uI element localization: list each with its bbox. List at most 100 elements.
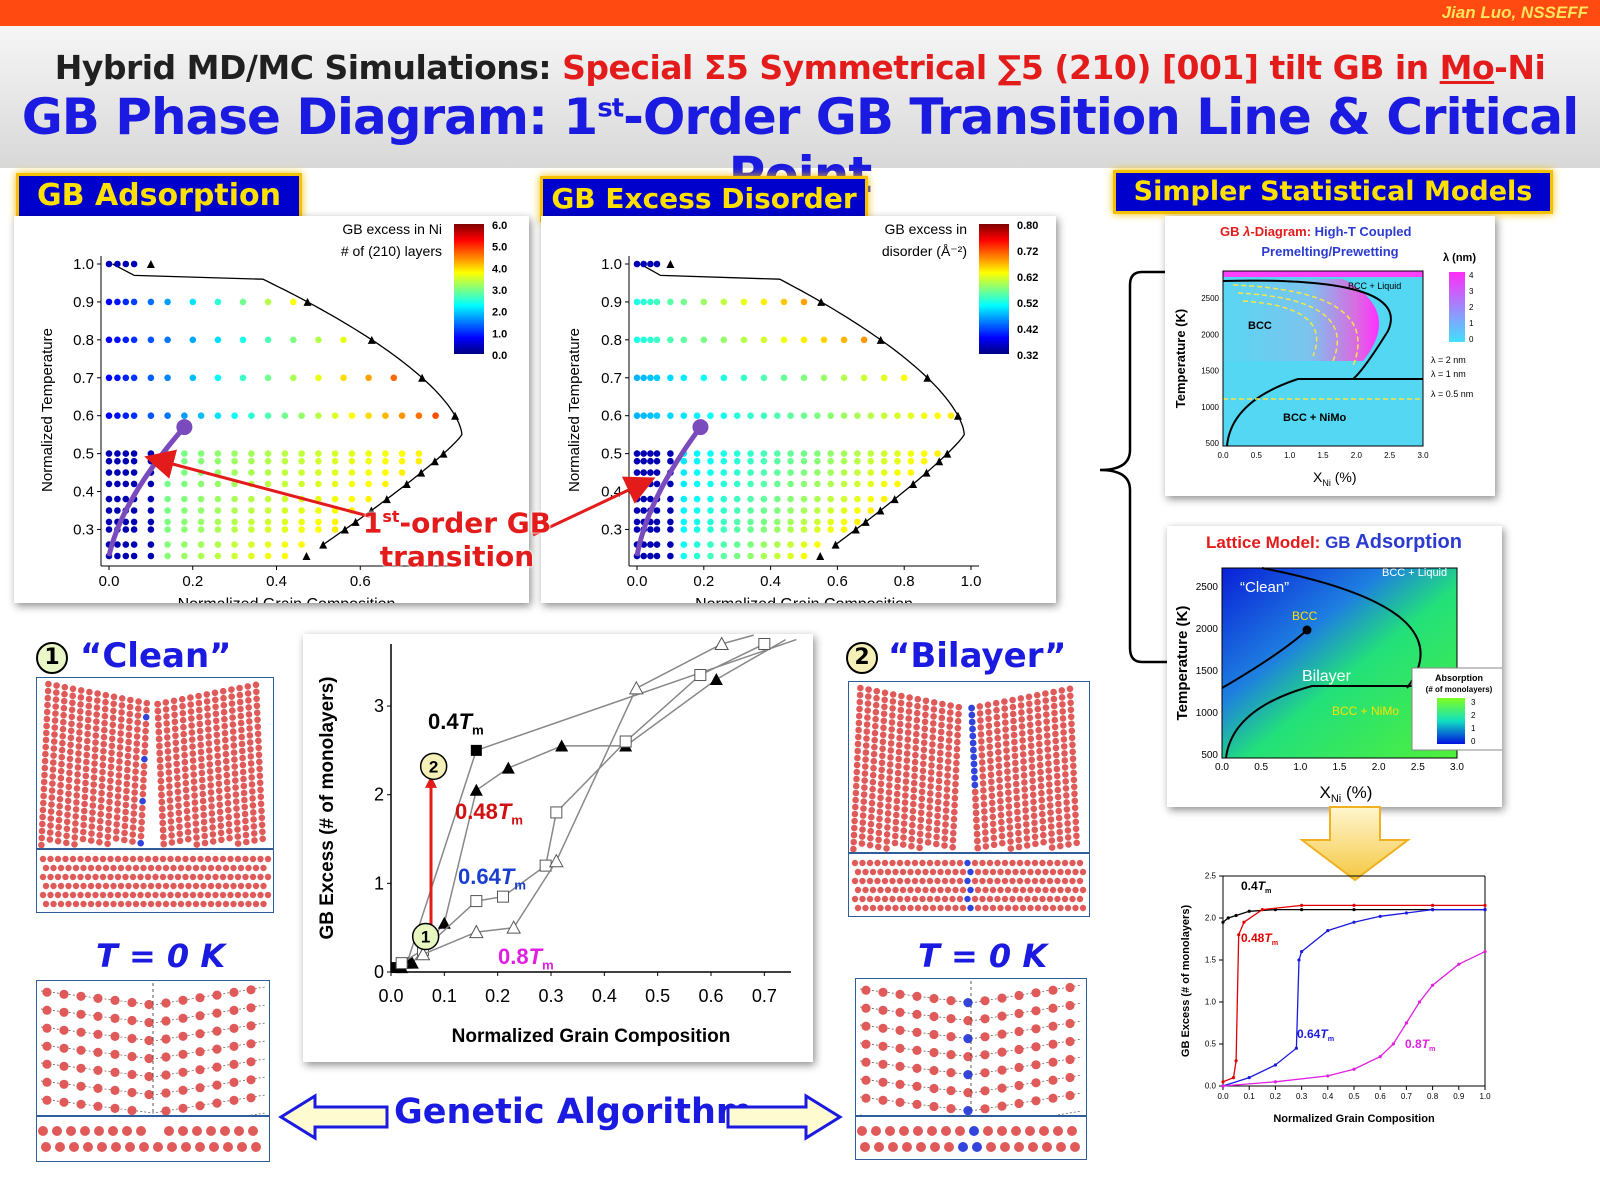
data-point bbox=[633, 507, 641, 514]
atom bbox=[198, 769, 206, 777]
data-point bbox=[840, 518, 848, 526]
atom bbox=[1022, 814, 1030, 821]
data-point bbox=[647, 298, 654, 306]
bilayer-structure-top bbox=[848, 681, 1090, 853]
atom bbox=[185, 864, 192, 872]
atom bbox=[189, 891, 197, 899]
marker-dot bbox=[1294, 1046, 1298, 1050]
data-point bbox=[800, 469, 808, 476]
x-axis-label: Normalized Grain Composition bbox=[1273, 1113, 1435, 1125]
lattice-result-plot: 0.0 0.1 0.2 0.3 0.4 0.5 0.6 0.7 0.8 0.9 1.0 2.5 2.0 1… bbox=[1175, 868, 1495, 1133]
data-point bbox=[667, 552, 674, 560]
atom bbox=[852, 803, 859, 811]
atom bbox=[930, 706, 938, 713]
x-tick-label: 0.5 bbox=[1254, 762, 1268, 773]
atom bbox=[141, 755, 148, 763]
data-point bbox=[680, 552, 688, 560]
atom bbox=[142, 727, 149, 735]
atom bbox=[861, 777, 868, 784]
lambda-frame bbox=[1222, 270, 1424, 447]
atom bbox=[1061, 750, 1068, 757]
atom bbox=[1038, 789, 1045, 797]
atom bbox=[1031, 833, 1039, 841]
atom bbox=[127, 1051, 137, 1062]
atom bbox=[167, 818, 175, 825]
atom bbox=[877, 886, 884, 894]
atom bbox=[105, 812, 113, 820]
atom bbox=[1014, 1080, 1024, 1091]
atom bbox=[132, 882, 140, 890]
atom bbox=[249, 891, 257, 899]
atom bbox=[222, 900, 230, 908]
marker-dot bbox=[1352, 1067, 1356, 1071]
atom bbox=[93, 1101, 103, 1111]
atom bbox=[195, 692, 202, 700]
atom bbox=[68, 706, 76, 714]
atom bbox=[191, 806, 199, 813]
atom bbox=[167, 1142, 177, 1152]
atom bbox=[934, 805, 942, 813]
x-tick-label: 0.7 bbox=[752, 986, 777, 1006]
atom bbox=[1028, 756, 1035, 764]
atom bbox=[878, 1077, 888, 1087]
atom bbox=[74, 771, 81, 778]
atom bbox=[988, 799, 996, 807]
atom bbox=[1051, 716, 1059, 724]
atom bbox=[117, 900, 125, 908]
y-tick-label: 0.4 bbox=[601, 484, 622, 501]
boundary-marker bbox=[382, 495, 391, 504]
atom bbox=[1055, 800, 1062, 808]
atom bbox=[182, 786, 190, 794]
y-tick-label: 2500 bbox=[1196, 582, 1219, 593]
atom bbox=[42, 864, 50, 872]
atom bbox=[230, 735, 237, 742]
data-point bbox=[248, 480, 255, 488]
atom bbox=[926, 895, 934, 903]
data-point bbox=[840, 480, 848, 488]
atom bbox=[1039, 817, 1046, 825]
atom bbox=[197, 734, 204, 742]
atom bbox=[250, 830, 258, 837]
x-tick-label: 1.5 bbox=[1317, 451, 1329, 460]
atom bbox=[993, 720, 1001, 728]
atom bbox=[987, 771, 995, 779]
atom bbox=[216, 808, 224, 816]
atom bbox=[917, 816, 925, 824]
atom bbox=[899, 1126, 909, 1136]
atom bbox=[885, 796, 892, 803]
atom bbox=[170, 882, 177, 890]
x-tick-label: 1.0 bbox=[1293, 762, 1307, 773]
atom bbox=[259, 835, 266, 843]
atom bbox=[240, 789, 248, 797]
atom bbox=[216, 801, 224, 809]
atom bbox=[980, 1014, 990, 1024]
atom bbox=[108, 749, 115, 757]
atom bbox=[946, 1104, 956, 1114]
atom bbox=[117, 723, 125, 730]
y-tick-label: 0.3 bbox=[601, 521, 622, 538]
atom bbox=[204, 855, 212, 863]
atom bbox=[919, 774, 926, 782]
atom bbox=[38, 841, 45, 849]
atom bbox=[72, 882, 80, 890]
data-point bbox=[867, 450, 875, 457]
atom bbox=[1042, 1142, 1052, 1152]
data-point bbox=[281, 450, 289, 457]
atom bbox=[42, 987, 52, 997]
slide-subtitle: GB Phase Diagram: 1st-Order GB Transitio… bbox=[0, 88, 1600, 204]
atom bbox=[222, 757, 230, 765]
atom bbox=[1064, 886, 1072, 894]
atom bbox=[1014, 1062, 1024, 1073]
atom bbox=[997, 804, 1004, 812]
y-tick-label: 0.6 bbox=[73, 408, 94, 425]
colorbar-tick: 0.0 bbox=[492, 350, 507, 362]
atom bbox=[1043, 711, 1050, 718]
atom bbox=[892, 904, 899, 912]
atom bbox=[208, 803, 215, 810]
atom bbox=[80, 828, 87, 836]
atom bbox=[968, 711, 976, 719]
atom bbox=[914, 904, 922, 912]
atom bbox=[200, 818, 208, 826]
atom bbox=[955, 703, 963, 711]
marker-dot bbox=[1273, 1080, 1277, 1084]
